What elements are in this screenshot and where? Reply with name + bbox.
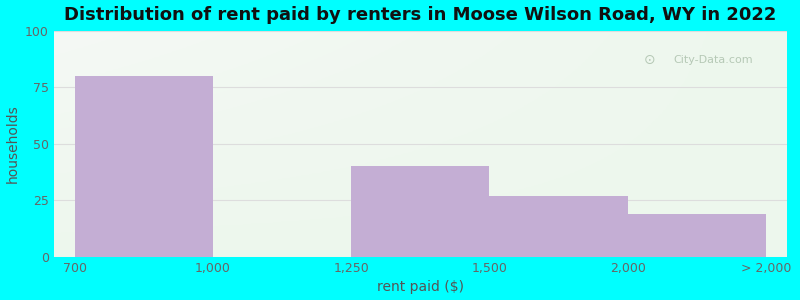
Bar xyxy=(74,76,213,257)
Text: ⊙: ⊙ xyxy=(644,53,655,67)
Title: Distribution of rent paid by renters in Moose Wilson Road, WY in 2022: Distribution of rent paid by renters in … xyxy=(64,6,777,24)
X-axis label: rent paid ($): rent paid ($) xyxy=(377,280,464,294)
Bar xyxy=(490,196,628,257)
Y-axis label: households: households xyxy=(6,104,19,183)
Bar xyxy=(628,214,766,257)
Bar xyxy=(351,167,490,257)
Text: City-Data.com: City-Data.com xyxy=(673,55,753,65)
